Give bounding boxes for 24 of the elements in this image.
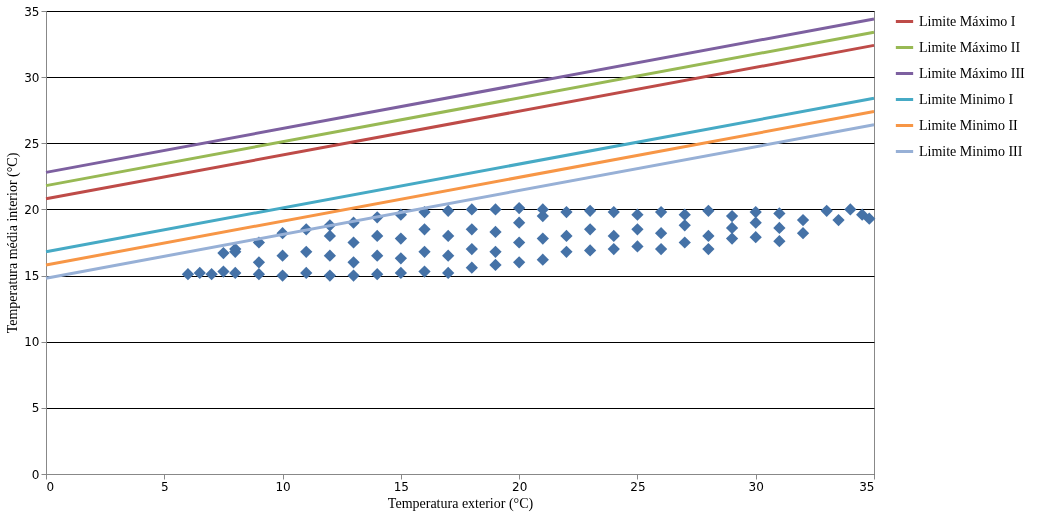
y-tick-label: 20 bbox=[24, 202, 40, 217]
x-tick-label: 25 bbox=[630, 479, 646, 494]
y-tick-label: 0 bbox=[31, 467, 40, 482]
x-tick-label: 30 bbox=[748, 479, 764, 494]
legend-label: Limite Minimo III bbox=[919, 143, 1023, 159]
legend-label: Limite Máximo III bbox=[919, 65, 1026, 81]
legend-label: Limite Minimo I bbox=[919, 91, 1014, 107]
x-tick-label: 10 bbox=[275, 479, 291, 494]
y-tick-label: 15 bbox=[24, 269, 40, 284]
x-tick-label: 20 bbox=[512, 479, 528, 494]
legend-label: Limite Minimo II bbox=[919, 117, 1019, 133]
legend-label: Limite Máximo II bbox=[919, 39, 1021, 55]
x-tick-label: 35 bbox=[859, 479, 875, 494]
x-tick-label: 0 bbox=[46, 479, 55, 494]
x-axis-title: Temperatura exterior (°C) bbox=[387, 495, 534, 512]
x-tick-label: 5 bbox=[160, 479, 169, 494]
legend-label: Limite Máximo I bbox=[919, 13, 1016, 29]
y-tick-label: 30 bbox=[24, 70, 40, 85]
x-tick-label: 15 bbox=[393, 479, 409, 494]
y-tick-label: 25 bbox=[24, 136, 40, 151]
y-tick-label: 10 bbox=[24, 335, 40, 350]
y-axis-title: Temperatura média interior (°C) bbox=[5, 152, 22, 334]
y-tick-label: 5 bbox=[31, 401, 40, 416]
y-tick-label: 35 bbox=[24, 4, 40, 19]
